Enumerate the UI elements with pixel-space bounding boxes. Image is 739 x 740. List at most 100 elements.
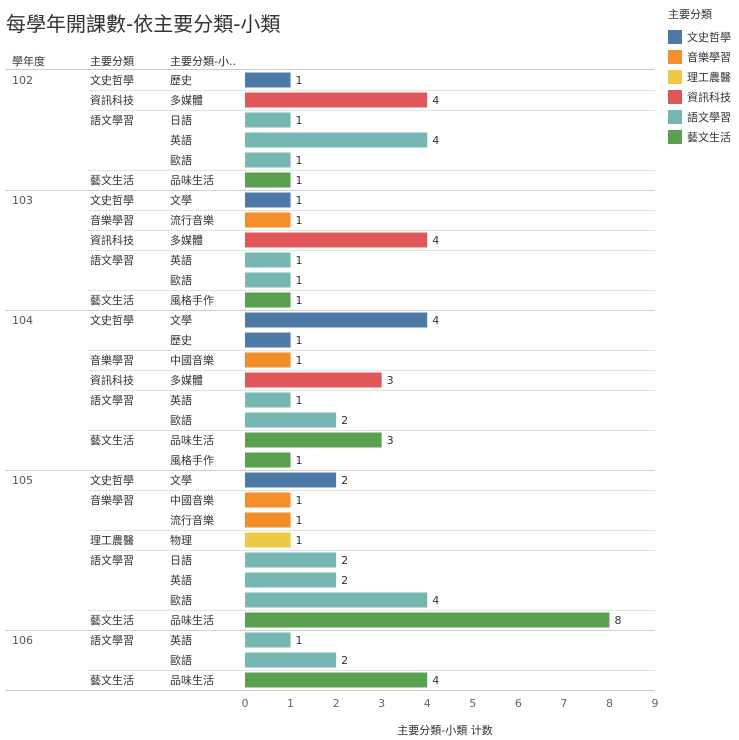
- subcategory-label: 歐語: [170, 653, 192, 667]
- year-label: 105: [12, 474, 33, 487]
- bar: [245, 172, 291, 188]
- year-label: 103: [12, 194, 33, 207]
- category-label: 文史哲學: [90, 473, 134, 487]
- subcategory-label: 流行音樂: [170, 213, 214, 227]
- legend-item[interactable]: 資訊科技: [668, 88, 739, 105]
- data-label: 1: [296, 514, 303, 527]
- subcategory-label: 英語: [170, 253, 192, 267]
- category-label: 藝文生活: [90, 673, 134, 687]
- bar: [245, 512, 291, 528]
- data-label: 1: [296, 634, 303, 647]
- bar: [245, 132, 428, 148]
- category-label: 資訊科技: [90, 233, 134, 247]
- data-label: 4: [432, 134, 439, 147]
- data-label: 1: [296, 294, 303, 307]
- legend-item[interactable]: 理工農醫: [668, 68, 739, 85]
- bar: [245, 112, 291, 128]
- data-label: 1: [296, 114, 303, 127]
- category-label: 文史哲學: [90, 313, 134, 327]
- category-label: 藝文生活: [90, 293, 134, 307]
- column-header: 主要分類: [90, 55, 134, 68]
- data-label: 3: [387, 434, 394, 447]
- category-label: 藝文生活: [90, 613, 134, 627]
- x-tick-label: 4: [424, 697, 431, 710]
- legend-item[interactable]: 語文學習: [668, 108, 739, 125]
- category-label: 理工農醫: [90, 533, 134, 547]
- legend-item[interactable]: 文史哲學: [668, 28, 739, 45]
- legend-swatch: [668, 69, 682, 84]
- subcategory-label: 多媒體: [170, 233, 203, 247]
- data-label: 2: [341, 574, 348, 587]
- subcategory-label: 風格手作: [170, 453, 214, 467]
- subcategory-label: 品味生活: [170, 673, 214, 687]
- x-axis-title: 主要分類-小類 计数: [397, 724, 492, 737]
- bar: [245, 232, 428, 248]
- subcategory-label: 歐語: [170, 153, 192, 167]
- legend-swatch: [668, 109, 682, 124]
- legend-item[interactable]: 藝文生活: [668, 128, 739, 145]
- legend: 主要分類 文史哲學 音樂學習 理工農醫 資訊科技 語文學習 藝文生活: [668, 6, 739, 148]
- category-label: 音樂學習: [90, 213, 134, 227]
- category-label: 資訊科技: [90, 93, 134, 107]
- data-label: 2: [341, 414, 348, 427]
- category-label: 文史哲學: [90, 193, 134, 207]
- column-header: 主要分類-小..: [170, 55, 236, 68]
- bar: [245, 532, 291, 548]
- subcategory-label: 品味生活: [170, 173, 214, 187]
- category-label: 藝文生活: [90, 173, 134, 187]
- bar: [245, 452, 291, 468]
- subcategory-label: 日語: [170, 553, 192, 567]
- column-header: 學年度: [12, 54, 45, 68]
- x-tick-label: 5: [469, 697, 476, 710]
- bar: [245, 572, 337, 588]
- legend-label: 音樂學習: [687, 50, 731, 64]
- x-tick-label: 0: [242, 697, 249, 710]
- bar: [245, 392, 291, 408]
- subcategory-label: 日語: [170, 113, 192, 127]
- data-label: 1: [296, 154, 303, 167]
- chart-title: 每學年開課數-依主要分類-小類: [6, 12, 281, 36]
- subcategory-label: 文學: [170, 473, 192, 487]
- category-label: 語文學習: [90, 393, 134, 407]
- category-label: 資訊科技: [90, 373, 134, 387]
- subcategory-label: 英語: [170, 393, 192, 407]
- bar: [245, 612, 610, 628]
- bar: [245, 292, 291, 308]
- data-label: 4: [432, 314, 439, 327]
- subcategory-label: 品味生活: [170, 433, 214, 447]
- subcategory-label: 歐語: [170, 273, 192, 287]
- bar: [245, 332, 291, 348]
- legend-swatch: [668, 49, 682, 64]
- year-label: 106: [12, 634, 33, 647]
- bar: [245, 212, 291, 228]
- legend-swatch: [668, 29, 682, 44]
- bar: [245, 72, 291, 88]
- subcategory-label: 歐語: [170, 593, 192, 607]
- subcategory-label: 中國音樂: [170, 493, 214, 507]
- data-label: 3: [387, 374, 394, 387]
- legend-label: 語文學習: [687, 110, 731, 124]
- bar: [245, 652, 337, 668]
- bar: [245, 472, 337, 488]
- year-label: 104: [12, 314, 33, 327]
- subcategory-label: 文學: [170, 313, 192, 327]
- bar: [245, 632, 291, 648]
- legend-item[interactable]: 音樂學習: [668, 48, 739, 65]
- bar: [245, 412, 337, 428]
- legend-label: 藝文生活: [687, 130, 731, 144]
- subcategory-label: 英語: [170, 133, 192, 147]
- category-label: 語文學習: [90, 553, 134, 567]
- data-label: 1: [296, 454, 303, 467]
- subcategory-label: 多媒體: [170, 93, 203, 107]
- data-label: 4: [432, 94, 439, 107]
- bar: [245, 92, 428, 108]
- bar: [245, 152, 291, 168]
- bar: [245, 592, 428, 608]
- data-label: 4: [432, 674, 439, 687]
- x-tick-label: 1: [287, 697, 294, 710]
- subcategory-label: 流行音樂: [170, 513, 214, 527]
- bar: [245, 192, 291, 208]
- subcategory-label: 品味生活: [170, 613, 214, 627]
- data-label: 1: [296, 174, 303, 187]
